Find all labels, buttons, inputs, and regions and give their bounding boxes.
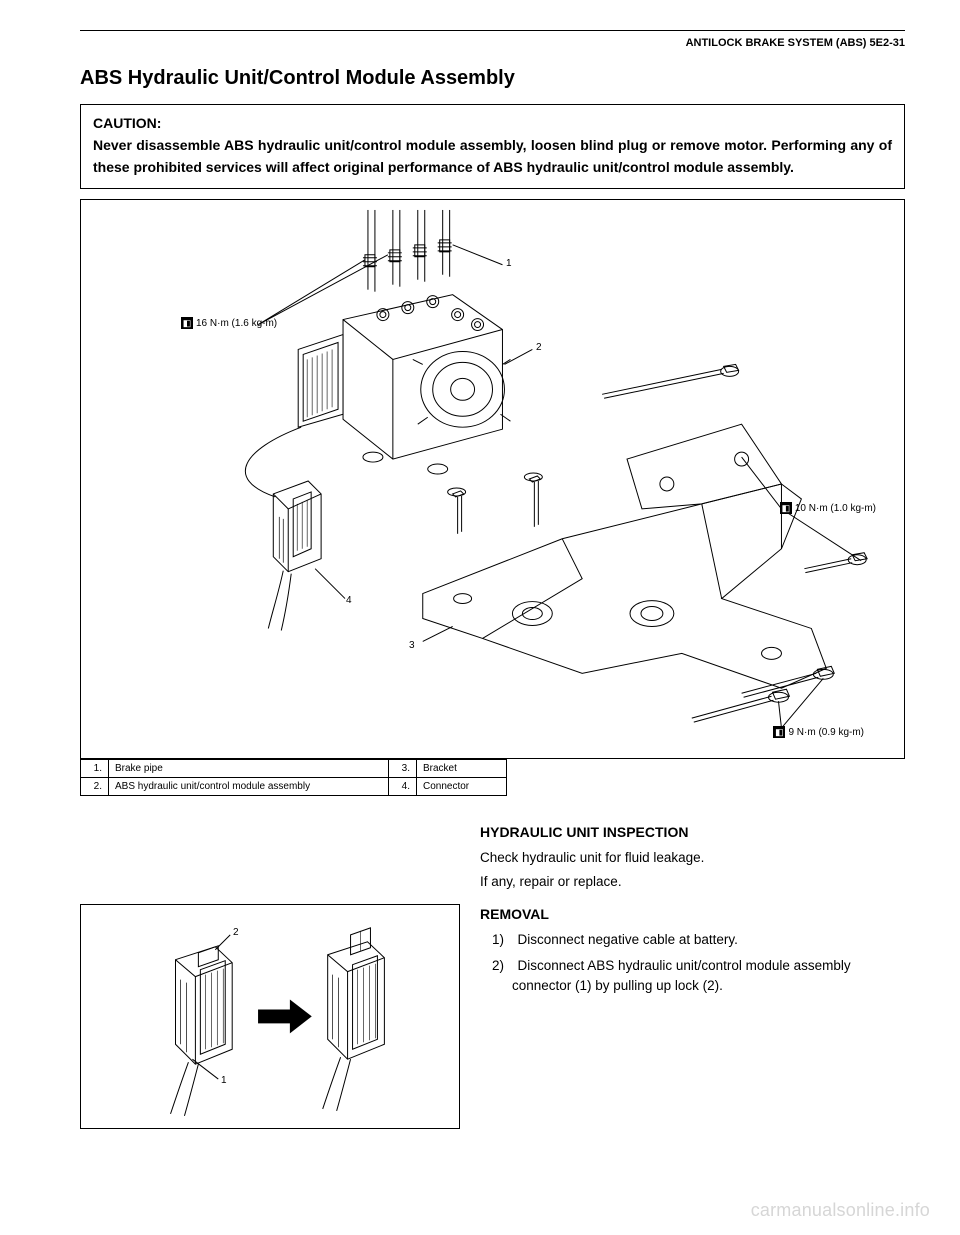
removal-step-2: 2) Disconnect ABS hydraulic unit/control… bbox=[480, 956, 905, 997]
removal-step-1: 1) Disconnect negative cable at battery. bbox=[480, 930, 905, 950]
torque-icon: ◧ bbox=[780, 502, 792, 514]
caution-text: Never disassemble ABS hydraulic unit/con… bbox=[93, 135, 892, 178]
legend-text: ABS hydraulic unit/control module assemb… bbox=[109, 778, 389, 796]
torque-value-1: 16 N·m (1.6 kg-m) bbox=[196, 318, 277, 329]
inspection-text-2: If any, repair or replace. bbox=[480, 872, 905, 892]
torque-label-1: ◧ 16 N·m (1.6 kg-m) bbox=[181, 317, 277, 329]
watermark: carmanualsonline.info bbox=[751, 1200, 930, 1221]
small-callout-1: 1 bbox=[221, 1075, 227, 1086]
torque-icon: ◧ bbox=[181, 317, 193, 329]
callout-4: 4 bbox=[346, 595, 352, 606]
torque-value-3: 9 N·m (0.9 kg-m) bbox=[788, 727, 864, 738]
torque-label-3: ◧ 9 N·m (0.9 kg-m) bbox=[773, 726, 864, 738]
callout-3: 3 bbox=[409, 640, 415, 651]
caution-label: CAUTION: bbox=[93, 115, 892, 131]
torque-value-2: 10 N·m (1.0 kg-m) bbox=[795, 503, 876, 514]
page-title: ABS Hydraulic Unit/Control Module Assemb… bbox=[80, 67, 905, 90]
legend-text: Brake pipe bbox=[109, 760, 389, 778]
torque-icon: ◧ bbox=[773, 726, 785, 738]
torque-label-2: ◧ 10 N·m (1.0 kg-m) bbox=[780, 502, 876, 514]
table-row: 2. ABS hydraulic unit/control module ass… bbox=[81, 778, 507, 796]
header-rule bbox=[80, 30, 905, 31]
callout-1: 1 bbox=[506, 258, 512, 269]
page-header: ANTILOCK BRAKE SYSTEM (ABS) 5E2-31 bbox=[80, 37, 905, 49]
legend-text: Bracket bbox=[417, 760, 507, 778]
removal-heading: REMOVAL bbox=[480, 906, 905, 922]
table-row: 1. Brake pipe 3. Bracket bbox=[81, 760, 507, 778]
connector-svg bbox=[81, 905, 459, 1129]
legend-num: 3. bbox=[389, 760, 417, 778]
legend-num: 1. bbox=[81, 760, 109, 778]
small-callout-2: 2 bbox=[233, 927, 239, 938]
inspection-heading: HYDRAULIC UNIT INSPECTION bbox=[480, 824, 905, 840]
callout-2: 2 bbox=[536, 342, 542, 353]
legend-table: 1. Brake pipe 3. Bracket 2. ABS hydrauli… bbox=[80, 759, 507, 796]
main-diagram: ◧ 16 N·m (1.6 kg-m) ◧ 10 N·m (1.0 kg-m) … bbox=[80, 199, 905, 759]
inspection-text-1: Check hydraulic unit for fluid leakage. bbox=[480, 848, 905, 868]
caution-box: CAUTION: Never disassemble ABS hydraulic… bbox=[80, 104, 905, 189]
connector-diagram: 2 1 bbox=[80, 904, 460, 1129]
legend-num: 4. bbox=[389, 778, 417, 796]
legend-text: Connector bbox=[417, 778, 507, 796]
exploded-view-svg bbox=[81, 200, 904, 758]
legend-num: 2. bbox=[81, 778, 109, 796]
